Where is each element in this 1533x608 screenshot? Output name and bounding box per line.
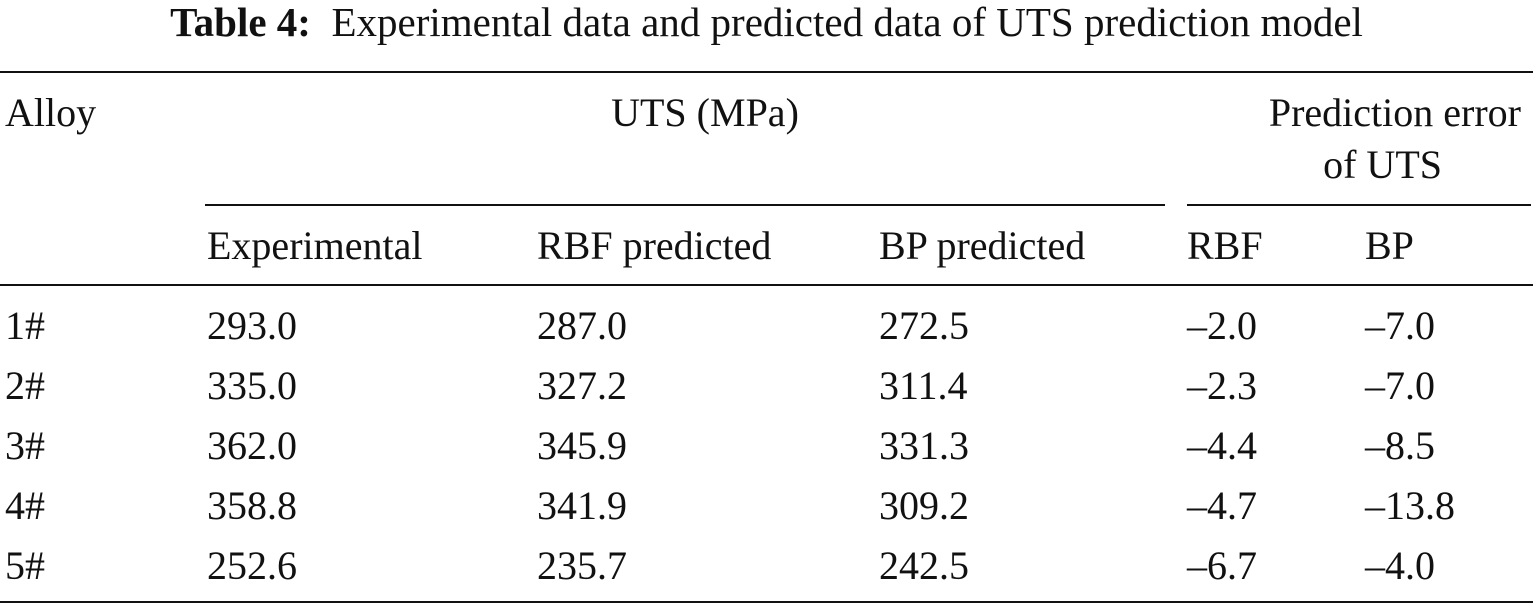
- table-cell: 4#: [5, 483, 45, 528]
- header-cell: Prediction error: [1268, 90, 1521, 135]
- table-cell: 235.7: [537, 543, 627, 588]
- top-rule: [0, 71, 1533, 73]
- column-header: RBF: [1187, 223, 1263, 268]
- header-rule: [0, 284, 1533, 286]
- column-header: Experimental: [207, 223, 423, 268]
- header-cell: UTS (MPa): [611, 90, 799, 135]
- table-cell: –13.8: [1365, 483, 1455, 528]
- bottom-rule: [0, 601, 1533, 603]
- table-cell: 335.0: [207, 363, 297, 408]
- table-cell: –7.0: [1365, 363, 1435, 408]
- table-cell: 341.9: [537, 483, 627, 528]
- table-cell: 327.2: [537, 363, 627, 408]
- table-cell: 362.0: [207, 423, 297, 468]
- table-cell: 272.5: [879, 303, 969, 348]
- table-cell: –2.0: [1187, 303, 1257, 348]
- header-cell: Alloy: [5, 90, 97, 135]
- column-header: BP predicted: [879, 223, 1086, 268]
- caption-label: Table 4:: [170, 0, 311, 45]
- group-rule: [205, 204, 1165, 206]
- table-cell: 311.4: [879, 363, 968, 408]
- header-cell: of UTS: [1323, 142, 1442, 187]
- table-cell: 3#: [5, 423, 45, 468]
- table-cell: –4.4: [1187, 423, 1257, 468]
- table-cell: 358.8: [207, 483, 297, 528]
- table-cell: 309.2: [879, 483, 969, 528]
- table-cell: –2.3: [1187, 363, 1257, 408]
- table-cell: 1#: [5, 303, 45, 348]
- table-cell: –8.5: [1365, 423, 1435, 468]
- table-cell: 345.9: [537, 423, 627, 468]
- table-cell: 5#: [5, 543, 45, 588]
- table-cell: 287.0: [537, 303, 627, 348]
- table-cell: 293.0: [207, 303, 297, 348]
- table-cell: 242.5: [879, 543, 969, 588]
- table-cell: 252.6: [207, 543, 297, 588]
- table-cell: 2#: [5, 363, 45, 408]
- table-cell: –6.7: [1187, 543, 1257, 588]
- table-cell: –4.7: [1187, 483, 1257, 528]
- caption: Table 4: Experimental data and predicted…: [0, 2, 1533, 43]
- group-rule: [1187, 204, 1531, 206]
- table-cell: 331.3: [879, 423, 969, 468]
- column-header: RBF predicted: [537, 223, 772, 268]
- table-cell: –7.0: [1365, 303, 1435, 348]
- column-header: BP: [1365, 223, 1414, 268]
- caption-text: Experimental data and predicted data of …: [331, 0, 1363, 45]
- table-cell: –4.0: [1365, 543, 1435, 588]
